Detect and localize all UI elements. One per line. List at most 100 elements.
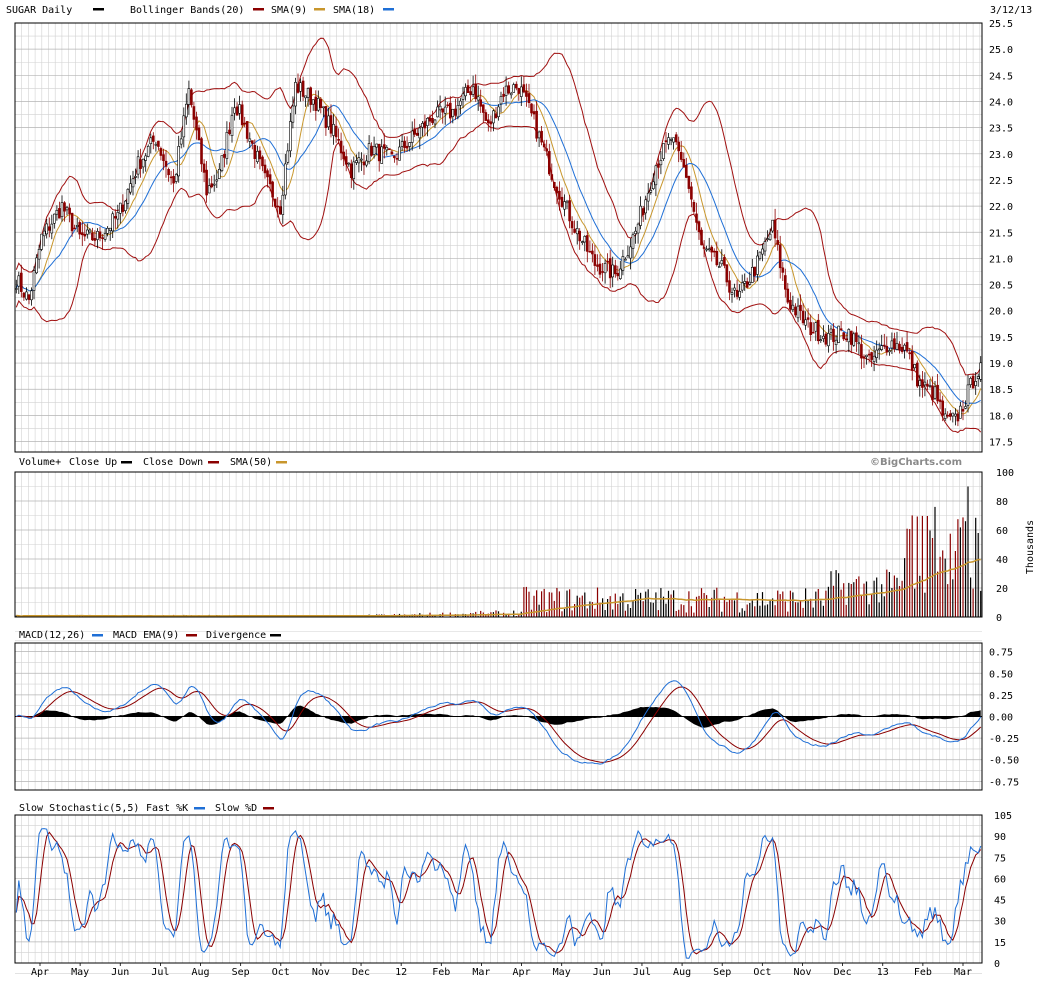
month-label: 12 bbox=[395, 967, 407, 978]
macd-ema-swatch bbox=[186, 634, 197, 637]
candle-up bbox=[248, 138, 252, 142]
candle-down bbox=[395, 158, 399, 160]
sma9-line bbox=[15, 89, 982, 415]
candle-up bbox=[763, 241, 767, 252]
close-up-swatch bbox=[121, 461, 132, 464]
candle-up bbox=[256, 151, 259, 163]
stoch-tick-label: 105 bbox=[994, 811, 1012, 822]
candle-down bbox=[152, 135, 155, 142]
candle-down bbox=[390, 151, 394, 155]
candle-down bbox=[532, 111, 536, 115]
candle-up bbox=[146, 146, 150, 157]
stoch-label: Slow Stochastic(5,5) bbox=[19, 803, 139, 814]
candle-down bbox=[19, 272, 23, 292]
candle-up bbox=[822, 335, 825, 339]
candle-down bbox=[926, 383, 929, 387]
candle-up bbox=[55, 210, 59, 215]
candle-up bbox=[187, 88, 191, 105]
candle-up bbox=[471, 86, 475, 95]
candle-down bbox=[725, 264, 729, 283]
candle-down bbox=[908, 352, 912, 355]
fast-k-swatch bbox=[194, 807, 205, 810]
candle-up bbox=[766, 238, 769, 240]
price-tick-label: 19.5 bbox=[989, 333, 1013, 344]
candle-down bbox=[745, 281, 749, 288]
candle-down bbox=[598, 263, 602, 275]
candle-down bbox=[415, 132, 419, 136]
candle-up bbox=[322, 106, 325, 109]
bollinger-lower-band bbox=[15, 122, 982, 434]
candle-down bbox=[382, 144, 386, 149]
close-legend-swatch bbox=[93, 8, 104, 11]
candle-down bbox=[83, 233, 87, 237]
candle-down bbox=[47, 226, 51, 231]
stoch-legend: Slow Stochastic(5,5) Fast %K Slow %D bbox=[19, 803, 274, 814]
candle-up bbox=[136, 156, 140, 175]
volume-tick-label: 80 bbox=[996, 497, 1008, 508]
candle-up bbox=[212, 183, 216, 186]
candle-up bbox=[119, 202, 122, 214]
candle-up bbox=[283, 163, 287, 196]
symbol-label: SUGAR Daily bbox=[6, 5, 72, 16]
candle-down bbox=[824, 333, 828, 345]
candle-up bbox=[923, 381, 927, 386]
candle-down bbox=[446, 104, 450, 107]
month-label: Oct bbox=[272, 967, 290, 978]
candle-up bbox=[733, 287, 736, 291]
candle-up bbox=[603, 262, 607, 274]
candle-down bbox=[240, 104, 244, 126]
macd-divergence-area bbox=[16, 705, 981, 728]
candle-up bbox=[433, 119, 437, 125]
candle-up bbox=[365, 160, 368, 166]
slow-d-swatch bbox=[263, 807, 274, 810]
candle-down bbox=[809, 322, 813, 335]
candle-up bbox=[75, 225, 79, 227]
price-tick-label: 17.5 bbox=[989, 438, 1013, 449]
stoch-tick-label: 15 bbox=[994, 938, 1006, 949]
candle-down bbox=[596, 264, 599, 267]
candle-down bbox=[101, 237, 104, 239]
candle-up bbox=[492, 110, 495, 124]
macd-tick-label: 0.75 bbox=[989, 648, 1013, 659]
candle-up bbox=[286, 150, 290, 163]
candle-down bbox=[319, 99, 323, 109]
candle-down bbox=[849, 330, 853, 345]
candle-down bbox=[578, 230, 582, 242]
candle-down bbox=[486, 119, 490, 124]
candle-down bbox=[773, 219, 777, 239]
volume-tick-label: 20 bbox=[996, 584, 1008, 595]
candle-up bbox=[306, 88, 310, 98]
macd-tick-label: 0.25 bbox=[989, 691, 1013, 702]
candle-up bbox=[563, 201, 566, 210]
candle-up bbox=[933, 386, 937, 399]
price-tick-label: 22.0 bbox=[989, 202, 1013, 213]
candle-down bbox=[710, 246, 714, 253]
candle-down bbox=[552, 182, 556, 189]
candle-down bbox=[783, 275, 787, 290]
candle-up bbox=[743, 280, 747, 284]
candle-up bbox=[519, 86, 523, 97]
candle-up bbox=[355, 160, 358, 163]
candle-up bbox=[144, 155, 147, 161]
candle-up bbox=[443, 106, 447, 114]
candle-up bbox=[37, 249, 41, 260]
candle-up bbox=[791, 304, 795, 311]
candle-up bbox=[847, 329, 851, 343]
candle-down bbox=[431, 118, 434, 124]
candle-down bbox=[786, 288, 790, 303]
candle-up bbox=[611, 264, 615, 278]
candle-up bbox=[304, 95, 307, 99]
candle-down bbox=[514, 83, 518, 89]
candle-up bbox=[436, 106, 439, 118]
month-label: Aug bbox=[673, 967, 691, 978]
candle-down bbox=[428, 117, 432, 122]
candle-up bbox=[979, 362, 983, 380]
volume-sma-label: SMA(50) bbox=[230, 457, 272, 468]
macd-swatch bbox=[92, 634, 103, 637]
candle-up bbox=[111, 213, 114, 232]
candle-up bbox=[464, 87, 467, 97]
fast-k-line bbox=[15, 828, 982, 959]
macd-label: MACD(12,26) bbox=[19, 630, 85, 641]
candle-up bbox=[943, 413, 947, 419]
candle-up bbox=[750, 266, 754, 283]
